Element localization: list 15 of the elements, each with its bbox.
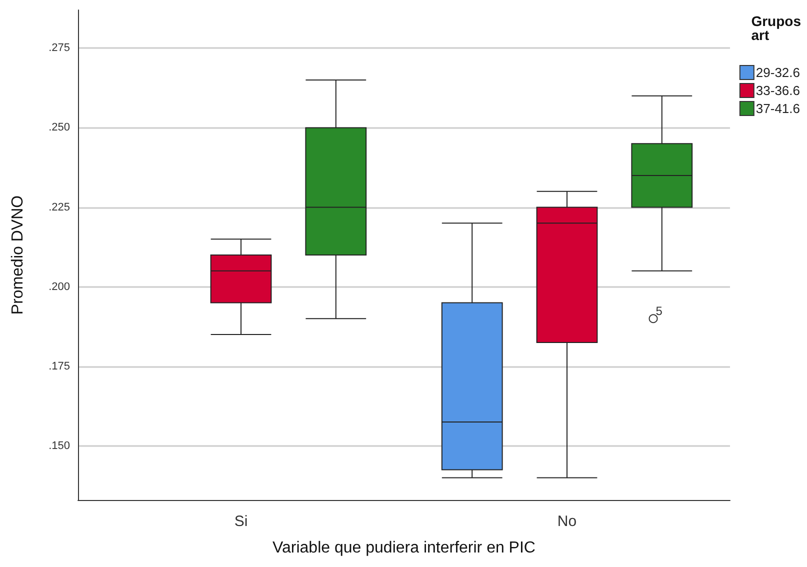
x-tick-label: Si <box>234 513 248 530</box>
y-tick-label: .200 <box>48 280 70 293</box>
x-axis-title: Variable que pudiera interferir en PIC <box>272 540 536 556</box>
legend-label: 29-32.6 <box>756 65 800 80</box>
y-tick-label: .150 <box>48 440 70 452</box>
y-tick-label: .175 <box>48 360 70 372</box>
y-tick-label: .275 <box>48 42 70 54</box>
legend-label: 37-41.6 <box>756 101 800 116</box>
y-axis-title: Promedio DVNO <box>10 195 26 315</box>
x-tick-label: No <box>557 513 577 530</box>
legend-title: Grupos art <box>751 13 802 43</box>
y-tick-label: .250 <box>48 122 70 134</box>
y-tick-label: .225 <box>48 201 70 214</box>
annotation: 5 <box>656 304 663 318</box>
legend-label: 33-36.6 <box>756 83 800 98</box>
